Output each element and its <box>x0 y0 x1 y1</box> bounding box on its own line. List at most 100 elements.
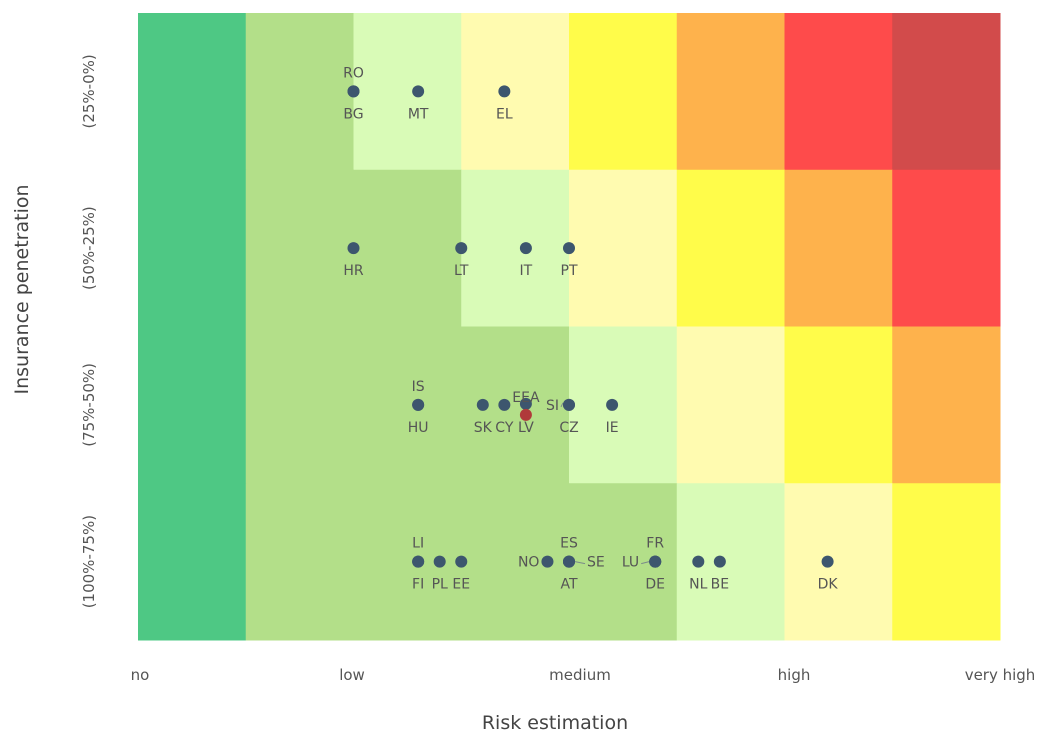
point-label-hu: HU <box>408 420 429 436</box>
label-connector-si <box>560 402 564 408</box>
heatmap-cell <box>245 13 354 171</box>
point-label-ee: EE <box>452 577 470 593</box>
heatmap-cell <box>353 326 462 484</box>
heatmap-cell <box>784 169 893 327</box>
heatmap-cell <box>569 13 678 171</box>
heatmap-cell <box>676 13 785 171</box>
x-tick-label: very high <box>965 666 1036 684</box>
heatmap-cell <box>138 169 247 327</box>
heatmap-cell <box>245 169 354 327</box>
data-point-pl[interactable] <box>433 555 446 568</box>
heatmap-cell <box>353 169 462 327</box>
heatmap-cell <box>245 326 354 484</box>
data-point-ee[interactable] <box>455 555 468 568</box>
point-label-nl: NL <box>689 577 707 593</box>
x-axis-ticks: no low medium high very high <box>131 666 1036 684</box>
point-label-fr: FR <box>646 536 664 552</box>
data-point-nl[interactable] <box>692 555 705 568</box>
heatmap-cell <box>138 13 247 171</box>
point-label-es: ES <box>560 536 578 552</box>
point-label-pt: PT <box>561 263 578 279</box>
heatmap-cell <box>461 169 570 327</box>
heatmap-cell <box>138 326 247 484</box>
data-point-bg[interactable] <box>347 85 360 98</box>
data-point-mt[interactable] <box>412 85 425 98</box>
x-tick-label: medium <box>549 666 611 684</box>
y-tick-label: (50%-25%) <box>80 206 98 290</box>
label-connector-se <box>574 561 586 565</box>
data-point-hu[interactable] <box>412 398 425 411</box>
point-label-no: NO <box>518 555 540 571</box>
point-label-cy: CY <box>495 420 514 436</box>
data-point-lv[interactable] <box>519 408 532 421</box>
point-label-se: SE <box>587 555 605 571</box>
y-axis-ticks: (25%-0%) (50%-25%) (75%-50%) (100%-75%) <box>80 54 98 608</box>
x-axis-title: Risk estimation <box>482 712 628 731</box>
point-label-lu: LU <box>622 555 639 571</box>
heatmap-cell <box>245 483 354 641</box>
point-label-ie: IE <box>606 420 619 436</box>
heatmap-cell <box>676 326 785 484</box>
point-label-it: IT <box>520 263 533 279</box>
y-axis-title: Insurance penetration <box>11 184 33 394</box>
point-label-eea: EEA <box>512 390 540 406</box>
point-label-lv: LV <box>518 420 534 436</box>
heatmap-cell <box>676 169 785 327</box>
point-label-sk: SK <box>474 420 493 436</box>
point-label-li: LI <box>412 536 424 552</box>
data-point-fi[interactable] <box>412 555 425 568</box>
data-point-sk[interactable] <box>476 398 489 411</box>
heatmap-cell <box>353 13 462 171</box>
label-connector-lu <box>641 561 650 565</box>
data-point-eea[interactable] <box>519 397 532 410</box>
point-label-bg: BG <box>343 106 363 122</box>
point-label-pl: PL <box>432 577 448 593</box>
data-point-it[interactable] <box>519 242 532 255</box>
data-point-dk[interactable] <box>821 555 834 568</box>
data-point-pt[interactable] <box>563 242 575 255</box>
heatmap-cell <box>892 169 1001 327</box>
y-tick-label: (25%-0%) <box>80 54 98 128</box>
heatmap-cell <box>892 13 1001 171</box>
y-tick-label: (75%-50%) <box>80 363 98 447</box>
heatmap-cell <box>784 483 893 641</box>
data-points <box>347 85 834 568</box>
data-point-de[interactable] <box>649 555 662 568</box>
heatmap-cell <box>784 13 893 171</box>
point-label-be: BE <box>711 577 729 593</box>
heatmap-cell <box>784 326 893 484</box>
point-label-mt: MT <box>408 106 429 122</box>
data-point-hr[interactable] <box>347 242 360 255</box>
heatmap-cell <box>892 483 1001 641</box>
data-point-cz[interactable] <box>563 398 575 411</box>
point-label-at: AT <box>560 577 577 593</box>
heatmap-cell <box>138 483 247 641</box>
data-point-cy[interactable] <box>498 398 511 411</box>
heatmap-cell <box>569 326 678 484</box>
point-label-si: SI <box>546 398 559 414</box>
data-point-be[interactable] <box>713 555 726 568</box>
x-tick-label: high <box>778 666 811 684</box>
heatmap-cell <box>461 13 570 171</box>
x-tick-label: low <box>339 666 365 684</box>
x-tick-label: no <box>131 666 150 684</box>
point-label-is: IS <box>412 379 425 395</box>
data-point-no[interactable] <box>541 555 554 568</box>
point-label-el: EL <box>496 106 513 122</box>
data-point-ie[interactable] <box>606 398 619 411</box>
data-point-se[interactable] <box>563 555 575 568</box>
point-label-ro: RO <box>343 65 364 81</box>
label-connectors <box>560 402 650 565</box>
heatmap-cell <box>569 169 678 327</box>
point-label-hr: HR <box>343 263 364 279</box>
data-point-lt[interactable] <box>455 242 468 255</box>
point-label-dk: DK <box>818 577 839 593</box>
point-label-de: DE <box>645 577 665 593</box>
y-tick-label: (100%-75%) <box>80 515 98 608</box>
point-label-lt: LT <box>454 263 469 279</box>
point-label-cz: CZ <box>559 420 578 436</box>
data-point-el[interactable] <box>498 85 511 98</box>
heatmap-cell <box>892 326 1001 484</box>
